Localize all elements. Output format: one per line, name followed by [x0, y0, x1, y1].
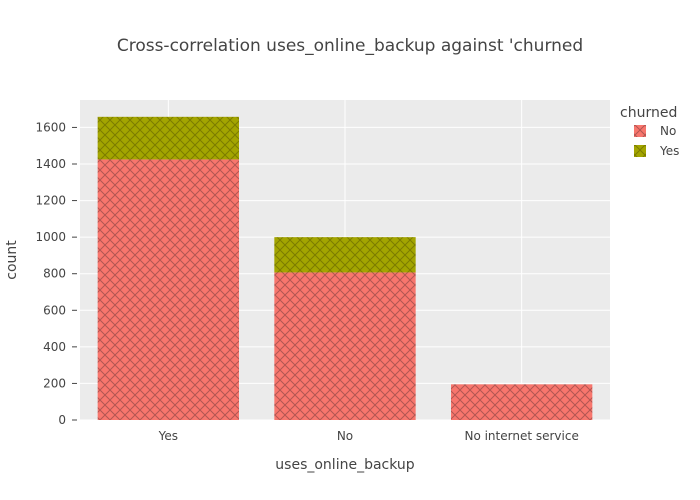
legend-label-yes[interactable]: Yes: [659, 144, 679, 158]
legend-title: churned: [620, 105, 677, 121]
legend-swatch-no[interactable]: [634, 125, 646, 137]
bar-no-churned-yes[interactable]: [274, 237, 416, 273]
bars: [97, 116, 593, 420]
x-tick-label: Yes: [158, 429, 178, 443]
x-tick-label: No internet service: [464, 429, 578, 443]
x-tick-labels: Yes No No internet service: [158, 429, 579, 443]
y-axis-title: count: [4, 240, 20, 280]
y-tick-label: 0: [58, 413, 66, 427]
legend-swatch-yes[interactable]: [634, 145, 646, 157]
y-tick-label: 1000: [35, 230, 66, 244]
bar-no-churned-no[interactable]: [274, 272, 416, 420]
y-tick-labels: 0 200 400 600 800 1000 1200 1400 1600: [35, 120, 77, 427]
bar-yes-churned-yes[interactable]: [97, 116, 240, 160]
legend[interactable]: churned No Yes: [620, 105, 679, 158]
y-tick-label: 600: [43, 303, 66, 317]
y-tick-label: 1200: [35, 194, 66, 208]
chart-title: Cross-correlation uses_online_backup aga…: [117, 36, 583, 56]
legend-label-no[interactable]: No: [660, 124, 676, 138]
y-tick-label: 400: [43, 340, 66, 354]
y-tick-label: 800: [43, 267, 66, 281]
y-tick-label: 200: [43, 376, 66, 390]
x-tick-label: No: [337, 429, 353, 443]
x-axis-title: uses_online_backup: [275, 457, 414, 473]
bar-no-internet-service-churned-no[interactable]: [451, 384, 593, 420]
y-tick-label: 1600: [35, 120, 66, 134]
y-tick-label: 1400: [35, 157, 66, 171]
bar-yes-churned-no[interactable]: [97, 159, 240, 420]
